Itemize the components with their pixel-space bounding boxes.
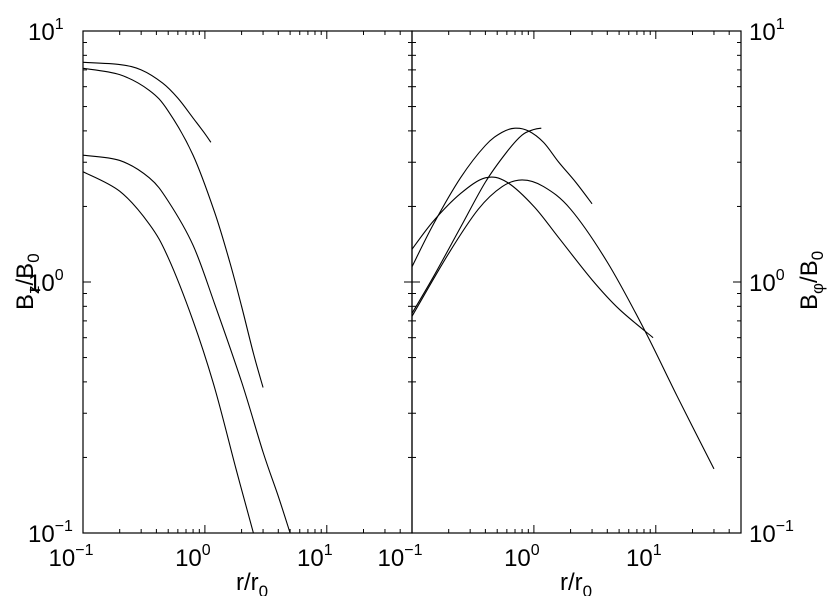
x-tick-label: 100: [504, 542, 540, 572]
series-line-4: [83, 171, 254, 533]
right-panel-frame: [411, 30, 742, 534]
series-line-4: [412, 179, 715, 470]
right-axis-ticks: [411, 30, 742, 534]
left-axis-ticks: [82, 30, 413, 534]
y-tick-label: 100: [749, 267, 785, 297]
right-panel-curves: [412, 127, 715, 470]
right-xlabel: r/r0: [560, 569, 592, 596]
x-tick-label: 101: [297, 542, 333, 572]
y-tick-label: 101: [28, 16, 64, 46]
tick-labels: 10−1 100 101 10−1 100 101 10−1 100 101 10−1 100 101: [28, 16, 794, 572]
left-xlabel: r/r0: [236, 569, 268, 596]
series-line-2: [83, 67, 264, 388]
series-line-1: [83, 61, 212, 143]
y-tick-label: 10−1: [749, 518, 794, 548]
series-line-3: [412, 176, 654, 339]
x-tick-label: 101: [626, 542, 662, 572]
y-tick-label: 101: [749, 16, 785, 46]
x-tick-label: 100: [175, 542, 211, 572]
y-tick-label: 10−1: [28, 518, 73, 548]
y-tick-label: 100: [28, 267, 64, 297]
x-tick-label: 10−1: [49, 542, 94, 572]
series-line-3: [83, 154, 291, 533]
series-line-2: [412, 127, 542, 314]
series-line-1: [412, 127, 593, 268]
right-ylabel: Bφ/B0: [796, 251, 827, 310]
left-panel-frame: [82, 30, 413, 534]
x-tick-label: 10−1: [378, 542, 423, 572]
left-ylabel: Bz/B0: [12, 253, 43, 310]
left-panel-curves: [83, 61, 291, 533]
